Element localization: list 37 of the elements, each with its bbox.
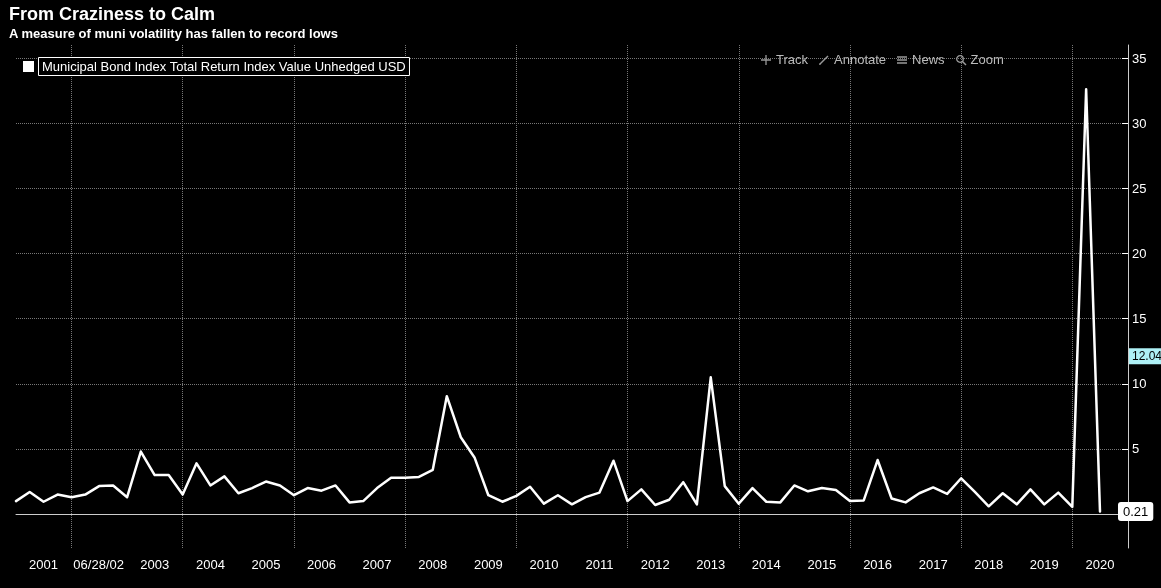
line-series [14, 88, 1102, 513]
x-tick-label: 2003 [140, 557, 170, 572]
legend-label: Municipal Bond Index Total Return Index Value Unhedged USD [42, 59, 406, 74]
annotation: Annotate [834, 52, 887, 67]
x-tick-label: 2017 [918, 557, 948, 572]
chart-title: From Craziness to Calm [9, 4, 216, 24]
x-tick-label: 2011 [585, 557, 614, 572]
x-tick-label: 2020 [1085, 557, 1115, 572]
x-tick-label: 2012 [640, 557, 670, 572]
x-tick-label: 2019 [1029, 557, 1059, 572]
y-tick-label: 10 [1132, 376, 1147, 392]
y-tick-label: 25 [1132, 180, 1147, 196]
y-tick-label: 30 [1132, 115, 1147, 131]
x-tick-label: 2016 [863, 557, 893, 572]
x-tick-label: 2015 [807, 557, 837, 572]
annotation: 12.04 [1132, 349, 1161, 364]
x-tick-label: 2006 [307, 557, 336, 572]
x-tick-label: 2007 [362, 557, 392, 572]
data-label: 0.21 [1122, 503, 1149, 519]
x-tick-label: 2008 [418, 557, 448, 572]
y-tick-label: 20 [1132, 246, 1147, 261]
y-tick-label: 5 [1132, 441, 1140, 457]
annotation: Zoom [970, 52, 1004, 67]
x-tick-label: 2009 [473, 557, 503, 572]
x-tick-label: 2001 [29, 557, 59, 572]
annotation: News [912, 52, 945, 67]
x-tick-label: 2004 [195, 557, 225, 572]
chart-subtitle: A measure of muni volatility has fallen to record lows [9, 26, 338, 41]
x-tick-label: 06/28/02 [73, 557, 124, 572]
x-tick-label: 2014 [751, 557, 781, 572]
y-tick-label: 15 [1132, 311, 1147, 327]
annotation: Track [776, 52, 809, 67]
y-tick-label: 35 [1132, 50, 1147, 66]
x-tick-label: 2018 [974, 557, 1004, 572]
x-tick-label: 2013 [696, 557, 726, 572]
x-tick-label: 2010 [529, 557, 559, 572]
x-tick-label: 2005 [251, 557, 281, 572]
